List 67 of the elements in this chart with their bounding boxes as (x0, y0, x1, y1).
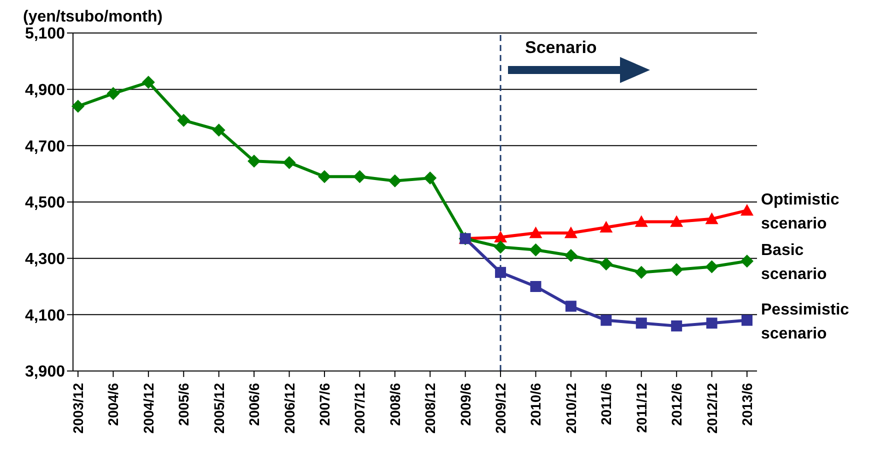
x-tick-label: 2004/6 (105, 382, 122, 426)
x-tick-label: 2012/12 (704, 382, 720, 434)
point (494, 230, 508, 242)
x-tick-label: 2009/12 (492, 382, 509, 434)
y-tick-label: 4,300 (24, 251, 66, 268)
point (495, 266, 506, 278)
point (600, 257, 613, 270)
x-tick-label: 2010/12 (562, 382, 579, 434)
point (740, 254, 754, 268)
point (318, 170, 331, 184)
x-tick-label: 2005/12 (210, 382, 227, 434)
point (282, 156, 296, 170)
y-axis-title: (yen/tsubo/month) (23, 8, 163, 26)
point (670, 215, 684, 227)
point (529, 226, 542, 238)
x-tick-label: 2006/6 (246, 382, 262, 426)
point (634, 215, 648, 227)
y-tick-label: 4,100 (24, 307, 66, 324)
x-tick-label: 2011/6 (598, 382, 614, 426)
point (705, 260, 718, 274)
y-tick-label: 3,900 (24, 364, 66, 381)
series-label: Basic scenario (761, 242, 828, 284)
point (494, 240, 508, 254)
y-tick-label: 4,900 (24, 82, 66, 100)
series-label: Pessimistic scenario (761, 301, 850, 342)
x-tick-label: 2010/6 (528, 382, 544, 426)
point (705, 212, 718, 224)
point (529, 243, 542, 256)
annotation: Scenario (525, 38, 597, 57)
point (248, 154, 261, 168)
x-tick-label: 2008/12 (422, 382, 438, 434)
point (353, 170, 366, 184)
y-tick-label: 4,500 (24, 194, 66, 212)
x-tick-label: 2004/12 (140, 382, 156, 434)
point (671, 320, 682, 332)
point (388, 174, 402, 188)
series-label: Optimistic scenario (761, 191, 840, 232)
x-tick-label: 2005/6 (176, 382, 192, 426)
point (212, 124, 226, 137)
x-tick-label: 2008/6 (386, 382, 403, 426)
x-tick-label: 2011/12 (633, 382, 650, 433)
point (142, 76, 155, 89)
point (530, 281, 542, 292)
x-tick-label: 2009/6 (457, 382, 474, 426)
x-tick-label: 2006/12 (281, 382, 298, 434)
y-tick-label: 5,100 (24, 26, 66, 43)
x-tick-label: 2012/6 (668, 382, 685, 426)
point (742, 314, 752, 326)
point (600, 314, 612, 326)
point (670, 263, 684, 276)
point (740, 204, 754, 216)
point (564, 249, 578, 262)
point (706, 318, 718, 329)
point (177, 114, 190, 127)
point (636, 318, 647, 329)
x-tick-label: 2013/6 (739, 382, 755, 426)
point (634, 266, 648, 279)
x-tick-label: 2007/6 (316, 382, 332, 426)
x-tick-label: 2007/12 (352, 382, 368, 434)
point (600, 220, 613, 233)
y-tick-label: 4,700 (24, 138, 66, 156)
point (106, 87, 120, 100)
point (564, 226, 578, 238)
point (424, 172, 437, 185)
x-tick-label: 2003/12 (70, 382, 86, 434)
point (565, 300, 576, 312)
point (72, 100, 84, 113)
